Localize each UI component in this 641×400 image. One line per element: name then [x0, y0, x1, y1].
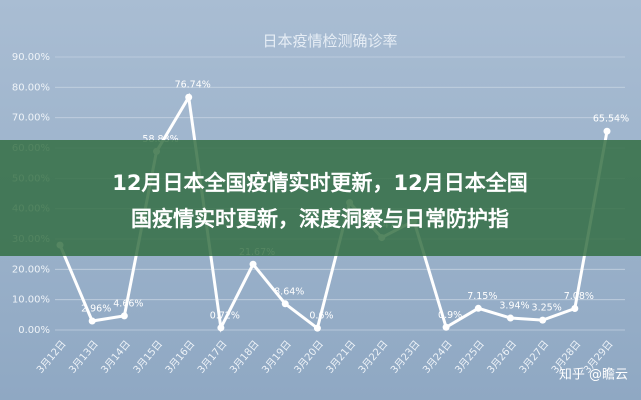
y-tick-label: 0.00%	[18, 325, 50, 336]
data-label: 58.88%	[142, 134, 178, 145]
y-tick-label: 10.00%	[12, 295, 50, 306]
data-label: 3.94%	[499, 301, 529, 312]
banner-bg	[0, 140, 641, 256]
banner-line: 12月日本全国疫情实时更新，12月日本全国	[112, 171, 527, 195]
data-label: 0.9%	[438, 310, 462, 321]
data-label: 4.66%	[113, 298, 143, 309]
data-label: 7.15%	[467, 291, 497, 302]
y-tick-label: 80.00%	[12, 82, 50, 93]
data-point	[603, 127, 611, 135]
data-label: 65.54%	[593, 114, 629, 125]
data-label: 0.6%	[309, 311, 333, 322]
y-tick-label: 70.00%	[12, 113, 50, 124]
y-tick-label: 20.00%	[12, 264, 50, 275]
data-point	[281, 300, 289, 308]
data-label: 8.64%	[274, 286, 304, 297]
data-point	[474, 304, 482, 312]
data-point	[571, 305, 579, 313]
data-point	[249, 260, 257, 268]
y-tick-label: 90.00%	[12, 52, 50, 63]
data-label: 2.96%	[81, 304, 111, 315]
data-point	[506, 314, 514, 322]
data-label: 7.08%	[564, 291, 594, 302]
data-label: 0.72%	[210, 310, 240, 321]
data-point	[217, 324, 225, 332]
data-label: 76.74%	[175, 80, 211, 91]
data-point	[88, 317, 96, 325]
data-point	[185, 93, 193, 101]
data-point	[539, 316, 547, 324]
data-point	[313, 324, 321, 332]
banner-line: 国疫情实时更新，深度洞察与日常防护指	[131, 207, 509, 231]
data-label: 3.25%	[532, 303, 562, 314]
data-point	[120, 312, 128, 320]
data-point	[442, 323, 450, 331]
watermark: 知乎 @瞻云	[559, 367, 628, 383]
chart-title: 日本疫情检测确诊率	[262, 32, 397, 50]
